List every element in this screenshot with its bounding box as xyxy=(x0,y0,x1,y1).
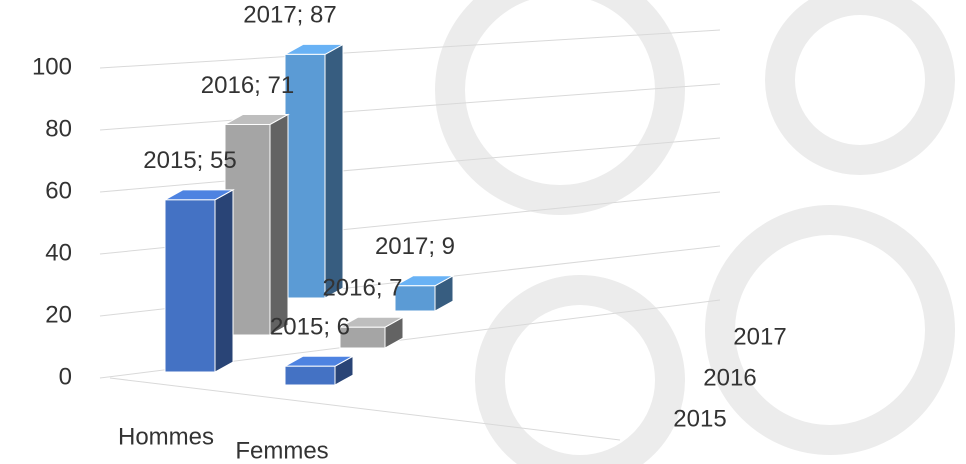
depth-label: 2015 xyxy=(673,405,726,432)
background-decoration xyxy=(435,0,955,464)
x-tick-label: Hommes xyxy=(118,423,214,450)
bar-front xyxy=(164,199,216,373)
bar-front xyxy=(284,53,326,299)
bar xyxy=(338,316,405,349)
bar-front xyxy=(394,285,436,312)
bar xyxy=(393,274,455,312)
data-label: 2015; 55 xyxy=(143,147,236,174)
y-tick-label: 80 xyxy=(45,115,72,142)
y-tick-label: 40 xyxy=(45,239,72,266)
bar-side xyxy=(214,189,234,373)
data-label: 2017; 9 xyxy=(375,233,455,260)
bar xyxy=(283,355,355,386)
y-tick-label: 100 xyxy=(32,53,72,80)
grid-line xyxy=(99,137,721,193)
bar xyxy=(223,113,290,336)
data-label: 2015; 6 xyxy=(270,314,350,341)
grid-line xyxy=(99,29,721,69)
bar xyxy=(283,43,345,299)
y-tick-label: 60 xyxy=(45,177,72,204)
y-tick-label: 0 xyxy=(59,363,72,390)
x-tick-label: Femmes xyxy=(235,437,328,464)
depth-label: 2017 xyxy=(733,323,786,350)
depth-label: 2016 xyxy=(703,364,756,391)
data-label: 2017; 87 xyxy=(243,2,336,29)
grid-line xyxy=(99,83,721,131)
data-label: 2016; 71 xyxy=(201,72,294,99)
data-label: 2016; 7 xyxy=(322,275,402,302)
bar-front xyxy=(339,326,386,349)
bar-side xyxy=(269,113,289,336)
bar-side xyxy=(324,43,344,299)
bar xyxy=(163,189,235,373)
floor-edge xyxy=(109,377,621,441)
bar-front xyxy=(284,365,336,386)
y-tick-label: 20 xyxy=(45,301,72,328)
